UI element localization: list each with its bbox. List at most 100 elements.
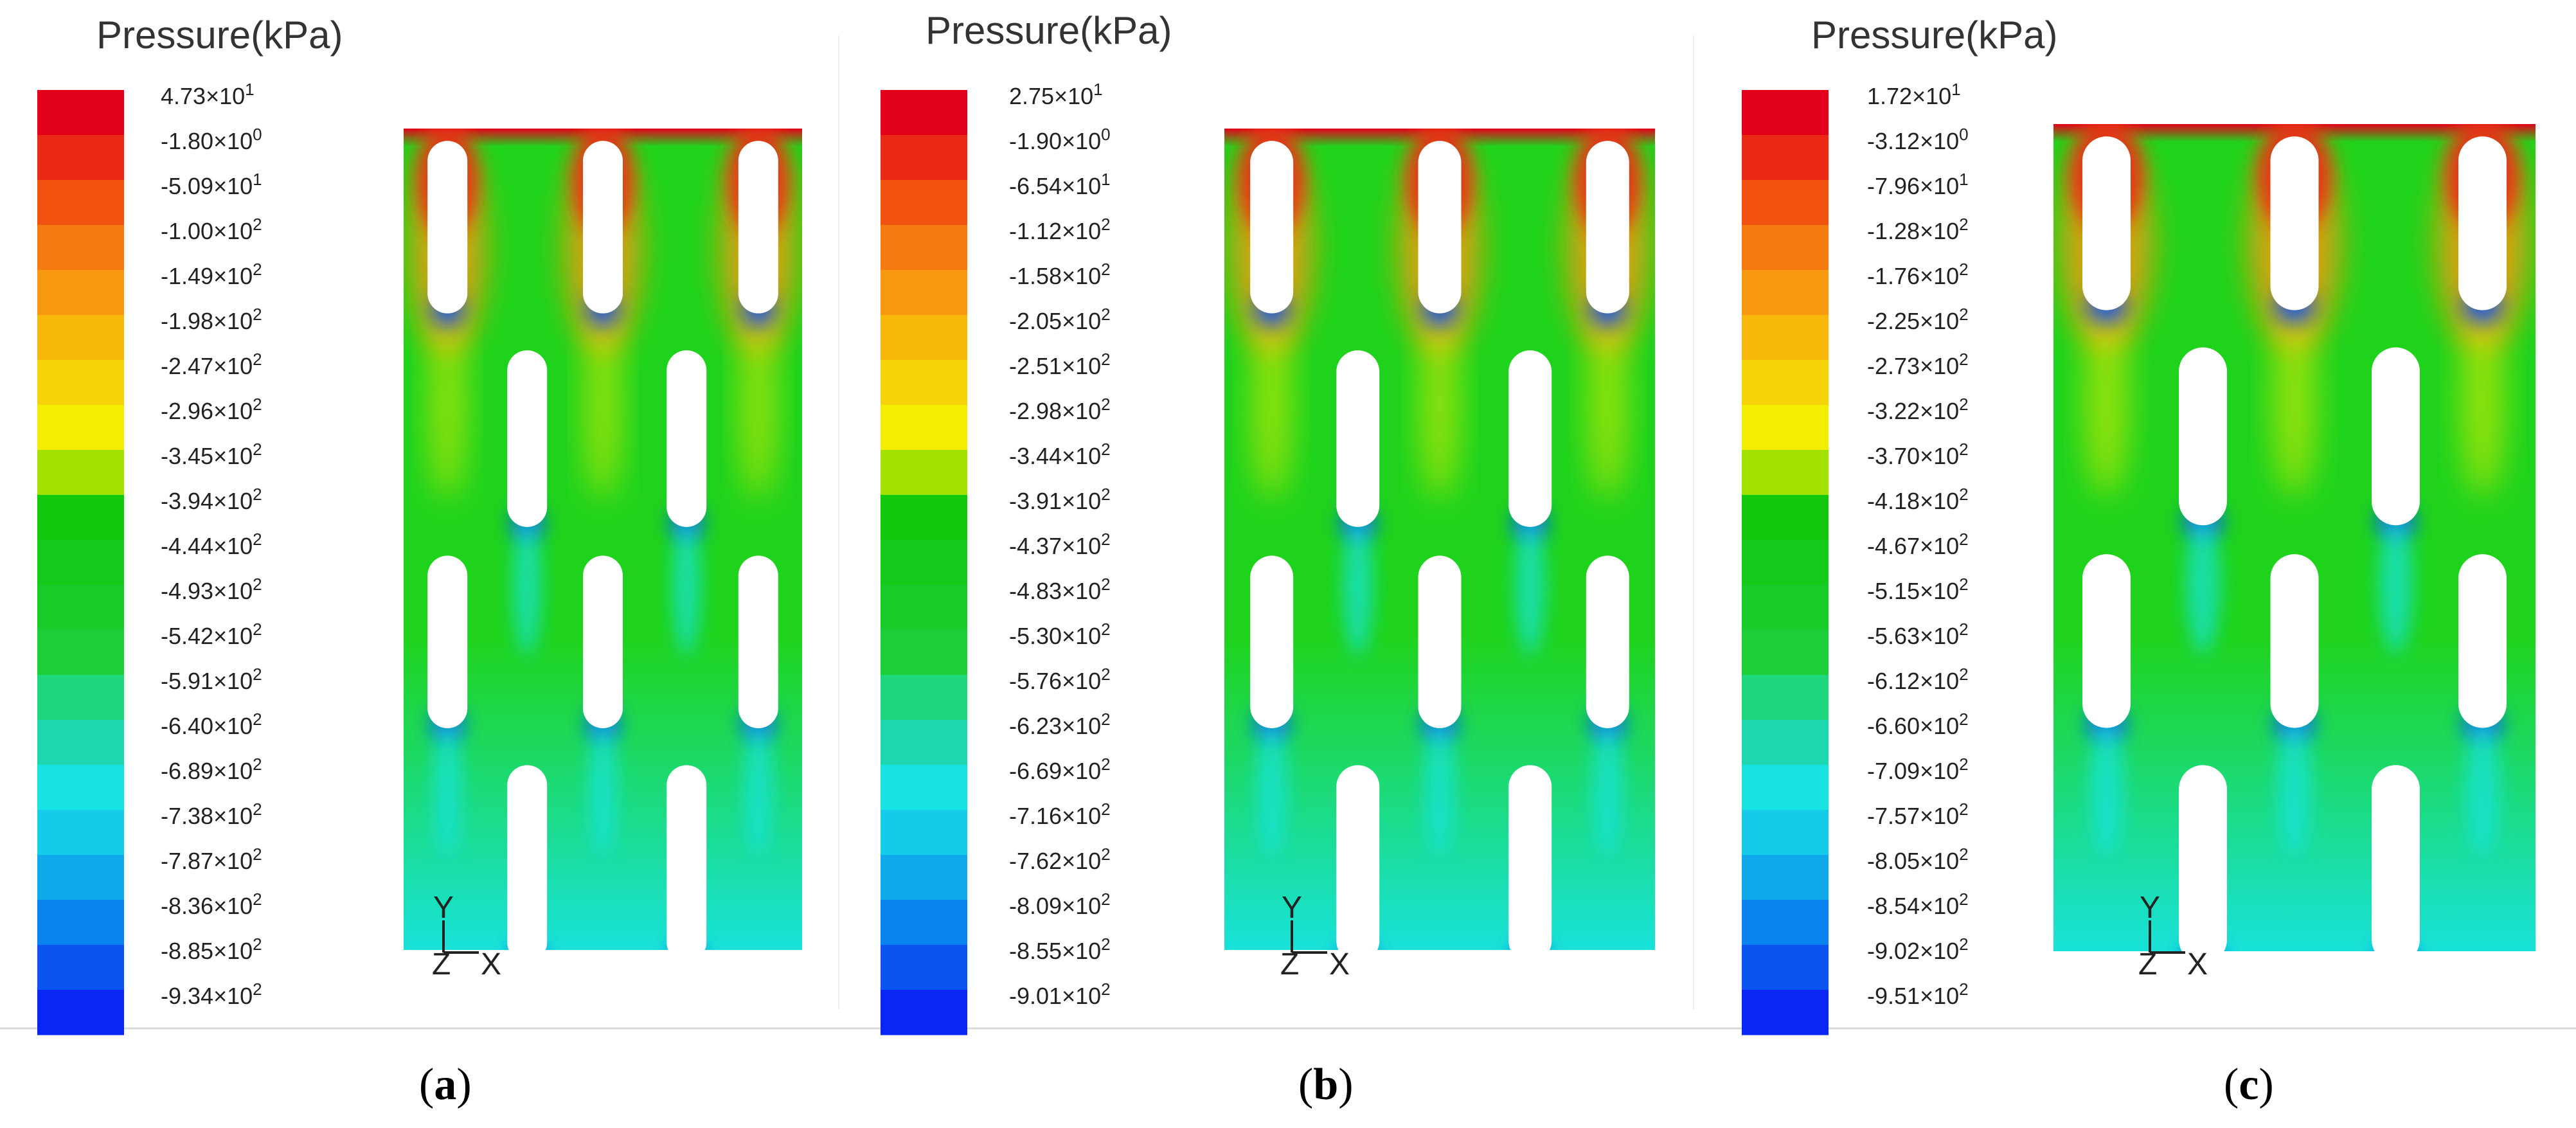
axis-triad: YZ X bbox=[1280, 891, 1350, 981]
legend-color-segment bbox=[1742, 585, 1829, 631]
pressure-wake bbox=[2460, 303, 2505, 497]
legend-tick-label: -9.51×102 bbox=[1867, 980, 1969, 1009]
axis-triad: YZ X bbox=[2138, 891, 2208, 981]
cyan-wake bbox=[525, 949, 529, 950]
legend-color-segment bbox=[37, 855, 124, 900]
legend-tick-label: -5.09×101 bbox=[161, 170, 262, 199]
flow-channel-hole bbox=[427, 141, 468, 314]
panel-b: Pressure(kPa) 2.75×101 -1.90×100 -6.54×101 -… bbox=[881, 9, 1655, 1109]
flow-channel-hole bbox=[2372, 765, 2420, 951]
legend-color-segment bbox=[1742, 675, 1829, 721]
legend-color-segment bbox=[881, 360, 967, 406]
legend-color-segment bbox=[1742, 765, 1829, 810]
legend-color-segment bbox=[881, 225, 967, 271]
legend-tick-label: -1.80×100 bbox=[161, 125, 262, 154]
legend-tick-label: -9.02×102 bbox=[1867, 935, 1969, 964]
legend-tick-label: -3.91×102 bbox=[1009, 485, 1111, 514]
legend-tick-label: -8.55×102 bbox=[1009, 935, 1111, 964]
legend-color-segment bbox=[37, 630, 124, 676]
legend-tick-label: -1.28×102 bbox=[1867, 215, 1969, 244]
legend-color-segment bbox=[1742, 540, 1829, 586]
cyan-wake bbox=[1515, 514, 1546, 656]
z-axis-label: Z bbox=[432, 947, 451, 981]
flow-channel-hole bbox=[507, 765, 548, 950]
cyan-wake bbox=[2379, 951, 2413, 1092]
pressure-wake bbox=[429, 307, 466, 500]
legend-color-segment bbox=[1742, 630, 1829, 676]
legend-color-segment bbox=[881, 135, 967, 181]
legend-color-segment bbox=[881, 90, 967, 136]
legend-tick-label: -6.23×102 bbox=[1009, 710, 1111, 739]
subfigure-label: (a) bbox=[419, 1060, 472, 1109]
flow-channel-hole bbox=[1508, 765, 1552, 950]
legend-color-segment bbox=[1742, 720, 1829, 765]
legend-color-segment bbox=[881, 630, 967, 676]
legend-color-segment bbox=[37, 225, 124, 271]
legend-color-segment bbox=[881, 180, 967, 226]
pressure-wake bbox=[585, 307, 621, 500]
legend-color-segment bbox=[1742, 405, 1829, 451]
legend-color-segment bbox=[1742, 90, 1829, 136]
flow-channel-hole bbox=[2179, 347, 2227, 526]
cyan-wake bbox=[1424, 715, 1455, 857]
legend-tick-label: -6.69×102 bbox=[1009, 755, 1111, 784]
subfigure-label: (b) bbox=[1298, 1060, 1354, 1109]
flow-channel-hole bbox=[1418, 555, 1462, 728]
legend-tick-label: -6.89×102 bbox=[161, 755, 262, 784]
flow-channel-hole bbox=[427, 555, 468, 728]
pressure-wake bbox=[1420, 307, 1460, 500]
flow-channel-hole bbox=[738, 555, 778, 728]
subfigure-label: (c) bbox=[2224, 1060, 2274, 1109]
legend-tick-label: -5.42×102 bbox=[161, 620, 262, 649]
legend-tick-label: 2.75×101 bbox=[1009, 80, 1103, 109]
flow-channel-hole bbox=[1250, 141, 1294, 314]
flow-channel-hole bbox=[2372, 347, 2420, 526]
legend-tick-label: -5.76×102 bbox=[1009, 665, 1111, 694]
legend-tick-label: -8.05×102 bbox=[1867, 845, 1969, 874]
legend-tick-label: -6.54×101 bbox=[1009, 170, 1111, 199]
legend-color-segment bbox=[1742, 270, 1829, 316]
legend-tick-label: -8.09×102 bbox=[1009, 890, 1111, 919]
legend-color-segment bbox=[37, 135, 124, 181]
cyan-wake bbox=[1528, 949, 1532, 950]
legend-color-segment bbox=[1742, 945, 1829, 990]
flow-channel-hole bbox=[1418, 141, 1462, 314]
pressure-wake bbox=[2273, 303, 2316, 497]
pressure-wake bbox=[1252, 307, 1291, 500]
legend-tick-label: -7.57×102 bbox=[1867, 800, 1969, 829]
flow-channel-hole bbox=[2082, 136, 2131, 310]
legend-color-segment bbox=[37, 540, 124, 586]
flow-channel-hole bbox=[2270, 136, 2319, 310]
legend-color-segment bbox=[881, 270, 967, 316]
legend-tick-label: -2.25×102 bbox=[1867, 305, 1969, 334]
flow-channel-hole bbox=[583, 141, 623, 314]
legend-tick-label: -5.30×102 bbox=[1009, 620, 1111, 649]
legend-color-segment bbox=[37, 810, 124, 855]
legend-tick-label: -2.96×102 bbox=[161, 395, 262, 424]
legend-tick-label: -1.49×102 bbox=[161, 260, 262, 289]
cyan-wake bbox=[684, 949, 688, 950]
cyan-wake bbox=[744, 715, 773, 857]
cyan-wake bbox=[2089, 715, 2124, 857]
legend-color-segment bbox=[881, 990, 967, 1035]
legend-tick-label: -2.51×102 bbox=[1009, 350, 1111, 379]
legend-tick-label: -1.00×102 bbox=[161, 215, 262, 244]
x-axis-label: X bbox=[481, 947, 501, 981]
legend-tick-label: -1.90×100 bbox=[1009, 125, 1111, 154]
pressure-contour-field bbox=[404, 129, 802, 950]
legend-color-segment bbox=[881, 765, 967, 810]
legend-color-segment bbox=[37, 945, 124, 990]
legend-tick-label: -9.34×102 bbox=[161, 980, 262, 1009]
legend-tick-label: -8.54×102 bbox=[1867, 890, 1969, 919]
legend-tick-label: -2.05×102 bbox=[1009, 305, 1111, 334]
cyan-wake bbox=[589, 715, 617, 857]
legend-tick-label: -6.12×102 bbox=[1867, 665, 1969, 694]
flow-channel-hole bbox=[583, 555, 623, 728]
cyan-wake bbox=[2379, 512, 2413, 654]
legend-tick-label: -7.62×102 bbox=[1009, 845, 1111, 874]
legend-color-segment bbox=[1742, 180, 1829, 226]
x-axis-label: X bbox=[2187, 947, 2208, 981]
legend-tick-label: -2.98×102 bbox=[1009, 395, 1111, 424]
legend-tick-label: -4.67×102 bbox=[1867, 530, 1969, 559]
